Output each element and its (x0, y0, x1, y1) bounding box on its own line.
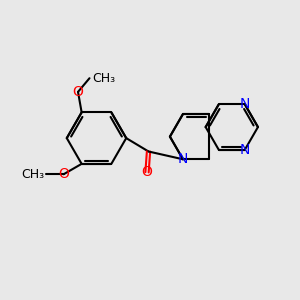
Text: O: O (142, 165, 152, 179)
Text: CH₃: CH₃ (21, 168, 44, 181)
Text: N: N (240, 143, 250, 157)
Text: N: N (178, 152, 188, 166)
Text: O: O (58, 167, 69, 181)
Text: N: N (240, 98, 250, 111)
Text: O: O (73, 85, 83, 99)
Text: CH₃: CH₃ (92, 72, 115, 85)
